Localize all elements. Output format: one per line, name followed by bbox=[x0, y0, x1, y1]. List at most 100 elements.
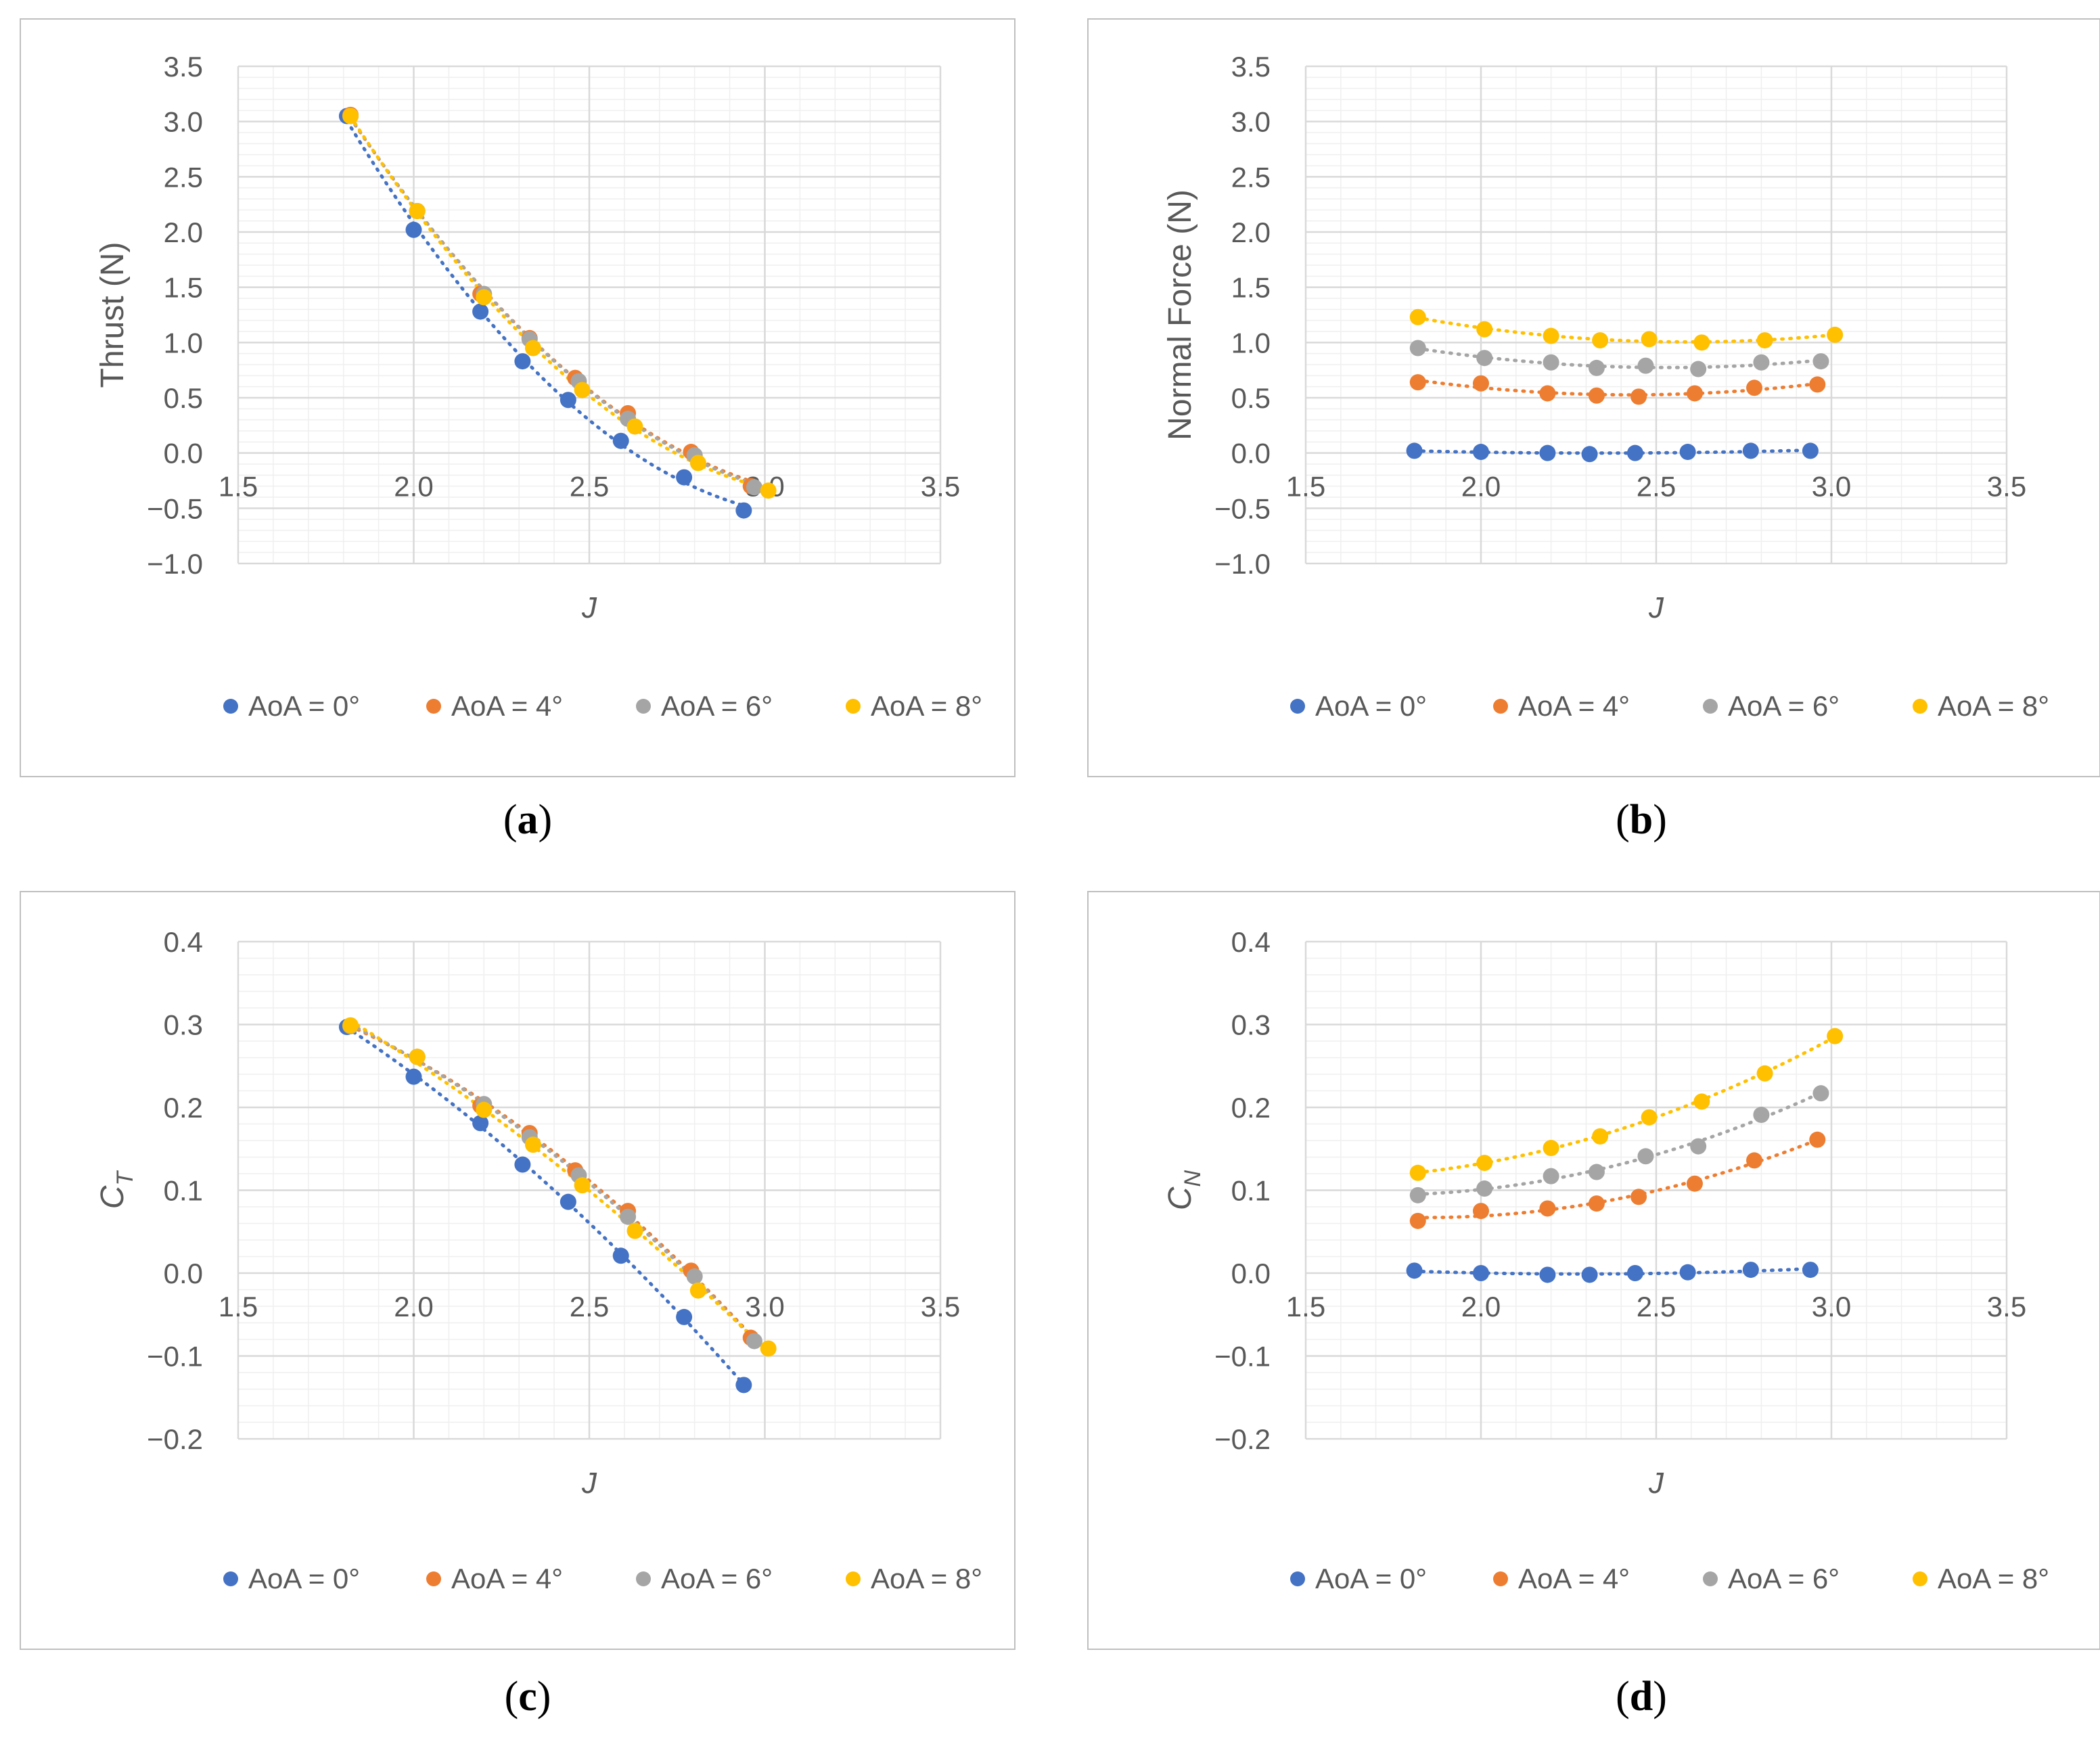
data-point-series-2 bbox=[1588, 1164, 1605, 1180]
y-axis-label-subscript: N bbox=[1180, 1170, 1206, 1187]
x-tick-label: 1.5 bbox=[1286, 1291, 1325, 1322]
x-tick-label: 3.5 bbox=[1987, 1291, 2026, 1322]
legend-label: AoA = 8° bbox=[871, 1563, 982, 1594]
x-tick-label: 2.0 bbox=[394, 471, 433, 503]
data-point-series-1 bbox=[1539, 385, 1556, 402]
y-tick-label: 0.3 bbox=[164, 1009, 203, 1041]
y-tick-label: 3.0 bbox=[164, 106, 203, 138]
y-tick-label: 2.0 bbox=[164, 216, 203, 248]
legend-marker bbox=[1493, 1571, 1508, 1586]
data-point-series-2 bbox=[746, 479, 762, 496]
data-point-series-0 bbox=[1742, 1262, 1759, 1279]
data-point-series-0 bbox=[560, 392, 576, 409]
x-tick-label: 3.5 bbox=[921, 1291, 960, 1322]
x-tick-label: 1.5 bbox=[219, 471, 258, 503]
legend-label: AoA = 0° bbox=[1315, 1563, 1427, 1594]
data-point-series-0 bbox=[472, 1115, 489, 1132]
legend-marker bbox=[1703, 699, 1718, 714]
chart-panel-c: 0.4 0.3 0.2 0.1 0.0 −0.1 −0.2 1.5 2.0 2.5 3.0 3.5 J C… bbox=[20, 891, 1015, 1650]
x-tick-label: 1.5 bbox=[1286, 471, 1325, 503]
data-point-series-1 bbox=[1809, 1131, 1826, 1148]
data-point-series-1 bbox=[1409, 374, 1426, 391]
y-axis-label: Thrust (N) bbox=[95, 242, 131, 388]
legend-marker bbox=[1493, 699, 1508, 714]
data-point-series-3 bbox=[626, 1222, 643, 1239]
data-point-series-2 bbox=[1476, 350, 1493, 367]
data-point-series-2 bbox=[1812, 1085, 1829, 1102]
x-tick-label: 2.5 bbox=[570, 471, 609, 503]
legend-marker bbox=[636, 699, 651, 714]
x-axis-label: J bbox=[581, 591, 597, 624]
legend-marker bbox=[1290, 699, 1305, 714]
data-point-series-3 bbox=[760, 482, 777, 499]
data-point-series-3 bbox=[342, 108, 359, 124]
data-point-series-0 bbox=[1626, 1265, 1643, 1281]
data-point-series-0 bbox=[1473, 1265, 1489, 1281]
data-point-series-0 bbox=[612, 1247, 629, 1264]
data-point-series-3 bbox=[1592, 1128, 1609, 1145]
y-tick-label: 2.5 bbox=[1231, 161, 1271, 193]
panel-label: (c) bbox=[505, 1674, 551, 1720]
legend-label: AoA = 0° bbox=[248, 690, 360, 722]
y-tick-label: 2.0 bbox=[1231, 216, 1271, 248]
data-point-series-1 bbox=[1809, 376, 1826, 393]
data-point-series-0 bbox=[735, 502, 752, 519]
data-point-series-3 bbox=[689, 455, 706, 472]
y-axis-label-main: C bbox=[95, 1185, 131, 1209]
legend-marker bbox=[1913, 1571, 1927, 1586]
data-point-series-3 bbox=[1641, 331, 1658, 348]
data-point-series-2 bbox=[1543, 354, 1559, 371]
y-tick-label: 0.0 bbox=[164, 1258, 203, 1289]
data-point-series-1 bbox=[1746, 380, 1763, 396]
data-point-series-1 bbox=[1686, 1175, 1703, 1192]
y-tick-label: −0.5 bbox=[1214, 492, 1271, 524]
y-tick-label: 0.3 bbox=[1231, 1009, 1271, 1041]
x-axis-label: J bbox=[1648, 1467, 1664, 1500]
data-point-series-0 bbox=[514, 353, 531, 370]
data-point-series-2 bbox=[1753, 354, 1770, 371]
data-point-series-3 bbox=[1409, 1164, 1426, 1181]
y-tick-label: 2.5 bbox=[164, 161, 203, 193]
legend-label: AoA = 0° bbox=[1315, 690, 1427, 722]
data-point-series-3 bbox=[1693, 334, 1710, 351]
legend-marker bbox=[1703, 1571, 1718, 1586]
data-point-series-2 bbox=[1588, 359, 1605, 376]
legend-label: AoA = 4° bbox=[451, 1563, 563, 1594]
data-point-series-3 bbox=[524, 1136, 541, 1153]
y-tick-label: 1.5 bbox=[164, 272, 203, 304]
data-point-series-3 bbox=[1827, 1028, 1844, 1044]
data-point-series-0 bbox=[1581, 1266, 1598, 1283]
legend-marker bbox=[426, 699, 441, 714]
data-point-series-1 bbox=[1630, 388, 1647, 405]
panel-label: (a) bbox=[503, 797, 552, 843]
y-tick-label: 1.5 bbox=[1231, 272, 1271, 304]
data-point-series-0 bbox=[735, 1377, 752, 1394]
y-tick-label: −0.1 bbox=[1214, 1341, 1271, 1373]
data-point-series-3 bbox=[626, 418, 643, 435]
data-point-series-3 bbox=[1641, 1109, 1658, 1126]
panel-label: (b) bbox=[1616, 797, 1667, 843]
data-point-series-2 bbox=[1690, 361, 1707, 377]
data-point-series-3 bbox=[524, 340, 541, 356]
data-point-series-3 bbox=[476, 289, 493, 306]
x-tick-label: 2.5 bbox=[1637, 471, 1676, 503]
data-point-series-1 bbox=[1686, 385, 1703, 402]
data-point-series-0 bbox=[1581, 446, 1598, 463]
legend-label: AoA = 0° bbox=[248, 1563, 360, 1594]
y-tick-label: 3.5 bbox=[1231, 51, 1271, 83]
x-tick-label: 2.0 bbox=[1461, 1291, 1501, 1322]
data-point-series-0 bbox=[472, 303, 489, 320]
x-tick-label: 1.5 bbox=[219, 1291, 258, 1322]
y-tick-label: −0.2 bbox=[1214, 1423, 1271, 1455]
data-point-series-3 bbox=[1756, 332, 1773, 349]
data-point-series-3 bbox=[409, 202, 426, 219]
data-point-series-0 bbox=[405, 1068, 422, 1085]
x-tick-label: 3.5 bbox=[1987, 471, 2026, 503]
data-point-series-0 bbox=[514, 1156, 531, 1173]
panel-label: (d) bbox=[1616, 1674, 1667, 1720]
y-tick-label: 0.2 bbox=[1231, 1092, 1271, 1124]
data-point-series-2 bbox=[1409, 340, 1426, 356]
y-tick-label: 1.0 bbox=[164, 327, 203, 359]
data-point-series-2 bbox=[1753, 1107, 1770, 1124]
data-point-series-0 bbox=[1539, 1266, 1556, 1283]
